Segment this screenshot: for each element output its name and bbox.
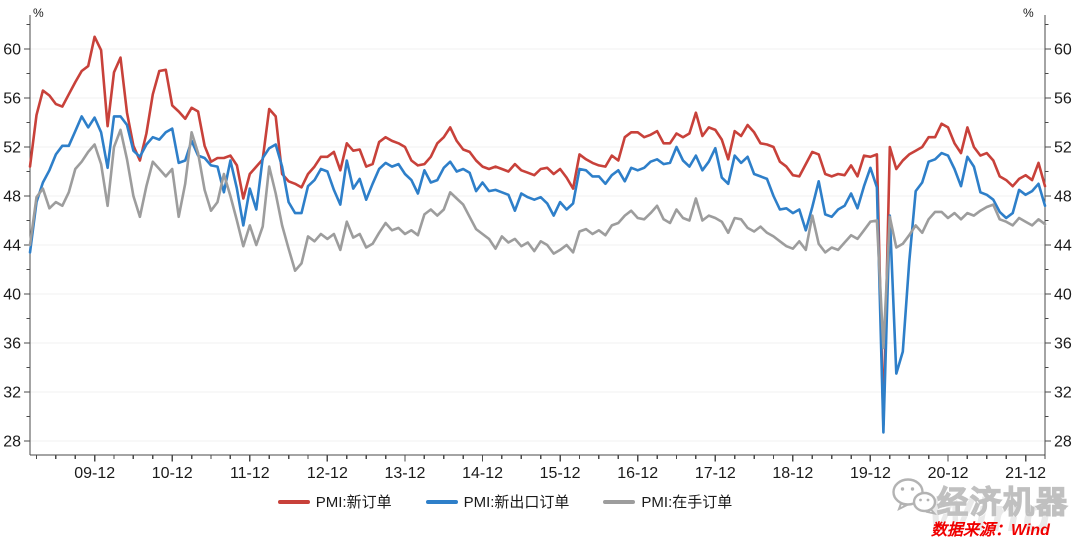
svg-text:44: 44 <box>3 238 21 255</box>
svg-text:32: 32 <box>3 385 21 402</box>
svg-text:20-12: 20-12 <box>928 465 969 482</box>
legend-item-backlog-orders: PMI:在手订单 <box>603 491 732 512</box>
data-source-note: 数据来源：Wind <box>931 522 1050 539</box>
svg-text:21-12: 21-12 <box>1005 465 1046 482</box>
wind-background-watermark: Wind <box>928 488 1055 541</box>
svg-text:16-12: 16-12 <box>617 465 658 482</box>
svg-text:52: 52 <box>1054 140 1072 157</box>
legend-label-new-orders: PMI:新订单 <box>315 494 392 511</box>
legend-swatch-backlog-orders <box>603 499 636 504</box>
svg-text:48: 48 <box>3 189 21 206</box>
svg-text:60: 60 <box>1054 42 1072 59</box>
wechat-icon <box>892 478 937 515</box>
svg-text:11-12: 11-12 <box>230 465 270 482</box>
svg-text:09-12: 09-12 <box>74 465 115 482</box>
svg-text:28: 28 <box>1054 434 1072 451</box>
svg-text:28: 28 <box>3 434 21 451</box>
svg-text:17-12: 17-12 <box>695 465 736 482</box>
legend-swatch-new-export-orders <box>425 499 458 504</box>
svg-text:14-12: 14-12 <box>462 465 503 482</box>
svg-text:13-12: 13-12 <box>385 465 426 482</box>
svg-text:36: 36 <box>1054 336 1072 353</box>
svg-text:56: 56 <box>1054 91 1072 108</box>
legend-item-new-orders: PMI:新订单 <box>277 491 392 512</box>
svg-text:32: 32 <box>1054 385 1072 402</box>
svg-text:56: 56 <box>3 91 21 108</box>
legend-label-new-export-orders: PMI:新出口订单 <box>463 494 570 511</box>
svg-text:44: 44 <box>1054 238 1072 255</box>
legend-label-backlog-orders: PMI:在手订单 <box>641 494 733 511</box>
svg-text:15-12: 15-12 <box>540 465 581 482</box>
svg-text:40: 40 <box>1054 287 1072 304</box>
svg-text:52: 52 <box>3 140 21 157</box>
y-axis-unit-left: % <box>33 6 44 20</box>
svg-text:40: 40 <box>3 287 21 304</box>
legend-item-new-export-orders: PMI:新出口订单 <box>425 491 570 512</box>
svg-text:12-12: 12-12 <box>307 465 348 482</box>
svg-text:60: 60 <box>3 42 21 59</box>
y-axis-unit-right: % <box>1023 6 1034 20</box>
legend: PMI:新订单 PMI:新出口订单 PMI:在手订单 <box>0 491 1010 512</box>
svg-text:19-12: 19-12 <box>850 465 891 482</box>
legend-swatch-new-orders <box>277 499 310 504</box>
brand-watermark-text: 经济机器 <box>936 484 1069 520</box>
svg-text:18-12: 18-12 <box>772 465 813 482</box>
svg-text:48: 48 <box>1054 189 1072 206</box>
svg-text:36: 36 <box>3 336 21 353</box>
svg-text:10-12: 10-12 <box>152 465 193 482</box>
